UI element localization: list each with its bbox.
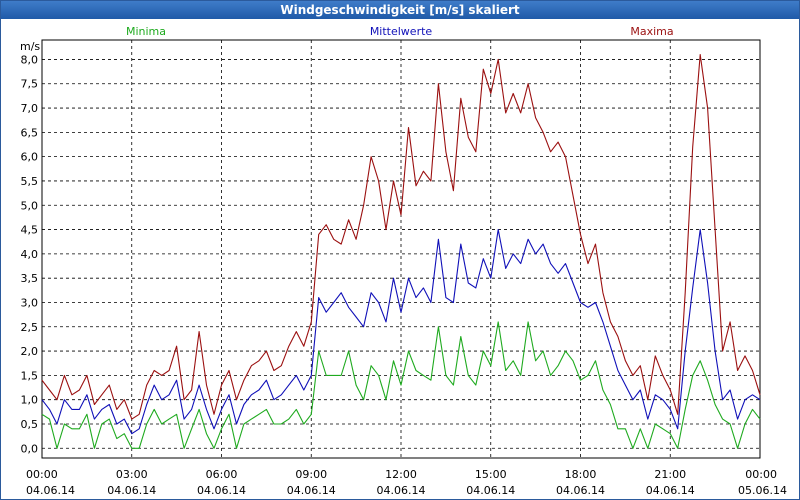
series-lines	[41, 54, 761, 449]
x-tick-time: 06:00	[206, 468, 238, 481]
series-line-minima	[41, 321, 761, 449]
y-tick-label: 4,5	[21, 224, 39, 237]
y-tick-label: 8,0	[21, 53, 39, 66]
y-tick-label: 2,0	[21, 345, 39, 358]
y-axis-ticks: 0,0 0,5 1,0 1,5 2,0 2,5 3,0 3,5 4,0 4,5 5,0 5,5 6,0 6…	[21, 53, 39, 455]
x-tick-date: 04.06.14	[197, 484, 246, 497]
y-tick-label: 5,0	[21, 199, 39, 212]
x-tick-date: 04.06.14	[107, 484, 156, 497]
legend-mittelwerte: Mittelwerte	[370, 25, 433, 38]
y-tick-label: 3,5	[21, 272, 39, 285]
x-tick-date: 04.06.14	[646, 484, 695, 497]
y-tick-label: 4,0	[21, 248, 39, 261]
y-tick-label: 1,5	[21, 369, 39, 382]
x-tick-date: 04.06.14	[466, 484, 515, 497]
y-tick-label: 6,5	[21, 126, 39, 139]
x-tick-date: 04.06.14	[377, 484, 426, 497]
x-tick-time: 03:00	[116, 468, 148, 481]
x-tick-date: 04.06.14	[287, 484, 336, 497]
window-title: Windgeschwindigkeit [m/s] skaliert	[1, 1, 799, 19]
legend-maxima: Maxima	[630, 25, 673, 38]
y-tick-label: 1,0	[21, 394, 39, 407]
series-line-mittelwerte	[41, 229, 761, 435]
x-tick-time: 15:00	[475, 468, 507, 481]
y-tick-label: 5,5	[21, 175, 39, 188]
x-tick-time: 18:00	[565, 468, 597, 481]
x-tick-time: 00:00	[26, 468, 58, 481]
x-tick-time: 09:00	[295, 468, 327, 481]
x-tick-date: 04.06.14	[26, 484, 75, 497]
y-tick-label: 0,0	[21, 442, 39, 455]
x-tick-time: 12:00	[385, 468, 417, 481]
x-tick-time: 00:00	[745, 468, 777, 481]
y-tick-label: 7,0	[21, 102, 39, 115]
y-tick-label: 0,5	[21, 418, 39, 431]
series-line-maxima	[41, 54, 761, 420]
grid-lines	[42, 40, 760, 458]
y-tick-label: 6,0	[21, 151, 39, 164]
x-axis-ticks: 00:00 04.06.14 03:00 04.06.14 06:00 04.06.14 0…	[26, 468, 787, 497]
x-tick-date: 05.06.14	[738, 484, 787, 497]
y-tick-label: 2,5	[21, 321, 39, 334]
legend-minima: Minima	[126, 25, 166, 38]
y-axis-label: m/s	[20, 40, 40, 53]
y-tick-label: 3,0	[21, 296, 39, 309]
x-tick-date: 04.06.14	[556, 484, 605, 497]
y-tick-label: 7,5	[21, 78, 39, 91]
x-tick-time: 21:00	[654, 468, 686, 481]
